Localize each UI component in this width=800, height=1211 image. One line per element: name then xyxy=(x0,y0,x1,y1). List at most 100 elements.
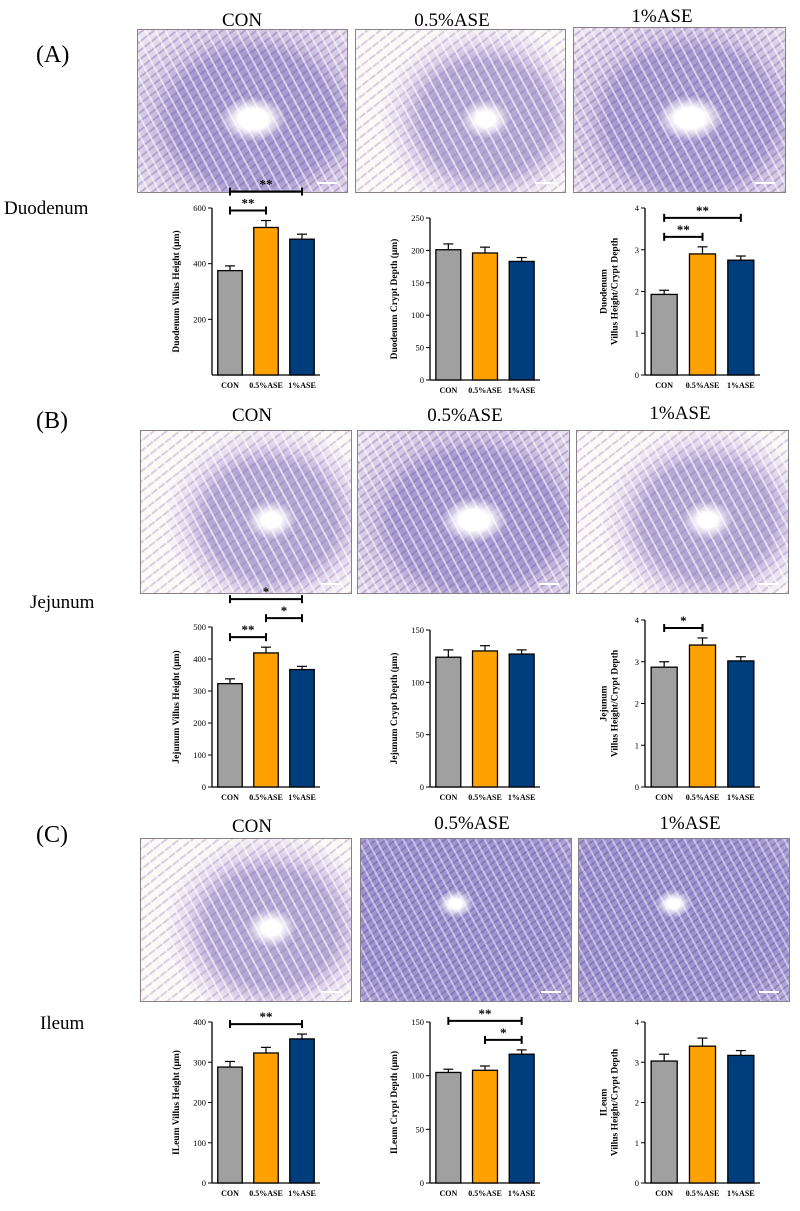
y-tick-label: 0 xyxy=(202,1178,206,1188)
micrograph-jejunum-con xyxy=(140,430,352,594)
x-tick-label: 1%ASE xyxy=(727,1189,755,1198)
x-tick-label: 0.5%ASE xyxy=(468,793,502,802)
bar xyxy=(289,238,315,376)
x-tick-label: 1%ASE xyxy=(288,381,316,390)
chart-6: 0 1 2 3 4 JejunumVillus Height/Crypt Depth CON… xyxy=(599,613,760,802)
y-tick-label: 0 xyxy=(202,782,206,792)
micro-title-b-1ase: 1%ASE xyxy=(649,403,711,424)
bar xyxy=(253,652,279,788)
micro-title-c-con: CON xyxy=(231,816,273,837)
sig-label: ** xyxy=(479,1006,492,1021)
y-axis-label: ILeum Villus Height (μm) xyxy=(171,1050,182,1155)
micrograph-ileum-05ase xyxy=(360,838,572,1002)
micrograph-jejunum-1ase xyxy=(576,430,789,594)
y-tick-label: 100 xyxy=(193,750,206,760)
chart-9: 0 1 2 3 4 ILeumVillus Height/Crypt Depth CON 0.… xyxy=(599,1017,760,1198)
x-tick-label: 0.5%ASE xyxy=(249,1189,283,1198)
bar xyxy=(435,656,462,788)
x-tick-label: CON xyxy=(439,793,457,802)
y-tick-label: 2 xyxy=(635,1098,639,1108)
y-tick-label: 500 xyxy=(193,622,206,632)
x-tick-label: 1%ASE xyxy=(288,793,316,802)
chart-1: 200 400 600 Duodenum Villus Height (μm) CON 0… xyxy=(171,177,320,390)
y-tick-label: 150 xyxy=(411,1017,424,1027)
y-tick-label: 3 xyxy=(635,1057,639,1067)
micro-title-a-05ase: 0.5%ASE xyxy=(414,10,490,31)
chart-3: 0 1 2 3 4 DuodenumVillus Height/Crypt Depth CO… xyxy=(599,203,760,390)
bar xyxy=(508,260,535,381)
chart-2: 0 50 100 150 200 250 Duodenum Crypt Depth (μm)… xyxy=(389,213,540,395)
micro-title-c-05ase: 0.5%ASE xyxy=(434,813,510,834)
sig-label: ** xyxy=(242,622,255,637)
bar xyxy=(289,668,315,788)
y-axis-label: JejunumVillus Height/Crypt Depth xyxy=(599,649,620,757)
chart-4: 0 100 200 300 400 500 Jejunum Villus Height (μ… xyxy=(171,584,320,802)
y-tick-label: 0 xyxy=(635,1178,639,1188)
micrograph-ileum-1ase xyxy=(578,838,790,1002)
x-tick-label: CON xyxy=(439,386,457,395)
chart-5: 0 50 100 150 Jejunum Crypt Depth (μm) CON 0.5%… xyxy=(389,625,540,802)
x-tick-label: 1%ASE xyxy=(508,793,536,802)
y-tick-label: 0 xyxy=(635,782,639,792)
micrograph-duodenum-1ase xyxy=(573,27,786,193)
y-axis-label: ILeum Crypt Depth (μm) xyxy=(389,1051,400,1154)
bar xyxy=(253,1052,279,1184)
y-tick-label: 150 xyxy=(411,625,424,635)
y-tick-label: 2 xyxy=(635,287,639,297)
x-tick-label: 0.5%ASE xyxy=(686,381,720,390)
bar xyxy=(650,1060,678,1184)
region-label-ileum: Ileum xyxy=(40,1013,85,1034)
y-tick-label: 100 xyxy=(193,1138,206,1148)
y-tick-label: 100 xyxy=(411,1071,424,1081)
y-tick-label: 200 xyxy=(411,245,424,255)
bar xyxy=(727,660,755,788)
x-tick-label: 1%ASE xyxy=(508,386,536,395)
x-tick-label: 0.5%ASE xyxy=(468,1189,502,1198)
x-tick-label: 1%ASE xyxy=(727,381,755,390)
sig-label: * xyxy=(500,1025,507,1040)
x-tick-label: CON xyxy=(655,381,673,390)
y-tick-label: 4 xyxy=(635,203,640,213)
y-tick-label: 1 xyxy=(635,1138,639,1148)
micrograph-jejunum-05ase xyxy=(357,430,570,594)
y-tick-label: 3 xyxy=(635,245,639,255)
y-tick-label: 50 xyxy=(416,1124,425,1134)
panel-letter-a: (A) xyxy=(36,42,70,68)
y-tick-label: 1 xyxy=(635,328,639,338)
micro-title-a-1ase: 1%ASE xyxy=(631,6,693,27)
y-axis-label: Jejunum Villus Height (μm) xyxy=(171,650,182,763)
region-label-duodenum: Duodenum xyxy=(4,198,89,219)
bar xyxy=(471,650,499,788)
y-tick-label: 50 xyxy=(416,730,425,740)
sig-label: ** xyxy=(242,196,255,211)
y-axis-label: DuodenumVillus Height/Crypt Depth xyxy=(599,237,620,345)
bar xyxy=(471,252,499,381)
micrograph-duodenum-05ase xyxy=(355,29,566,193)
micro-title-b-05ase: 0.5%ASE xyxy=(427,405,503,426)
y-tick-label: 600 xyxy=(193,203,206,213)
x-tick-label: 1%ASE xyxy=(508,1189,536,1198)
x-tick-label: 1%ASE xyxy=(727,793,755,802)
bar xyxy=(508,653,535,788)
x-tick-label: 0.5%ASE xyxy=(686,1189,720,1198)
sig-label: * xyxy=(263,584,270,599)
y-tick-label: 400 xyxy=(193,1017,206,1027)
bar xyxy=(435,249,462,381)
y-axis-label: ILeumVillus Height/Crypt Depth xyxy=(599,1048,620,1156)
chart-8: 0 50 100 150 ILeum Crypt Depth (μm) CON 0.5%AS… xyxy=(389,1006,540,1198)
x-tick-label: CON xyxy=(655,1189,673,1198)
y-tick-label: 300 xyxy=(193,1057,206,1067)
bar xyxy=(688,644,717,788)
y-tick-label: 100 xyxy=(411,310,424,320)
y-tick-label: 2 xyxy=(635,699,639,709)
bar xyxy=(253,226,279,376)
x-tick-label: 1%ASE xyxy=(288,1189,316,1198)
y-tick-label: 4 xyxy=(635,1017,640,1027)
bar xyxy=(217,1066,243,1184)
x-tick-label: CON xyxy=(655,793,673,802)
x-tick-label: 0.5%ASE xyxy=(686,793,720,802)
y-tick-label: 1 xyxy=(635,740,639,750)
bar xyxy=(217,682,243,788)
y-tick-label: 300 xyxy=(193,686,206,696)
